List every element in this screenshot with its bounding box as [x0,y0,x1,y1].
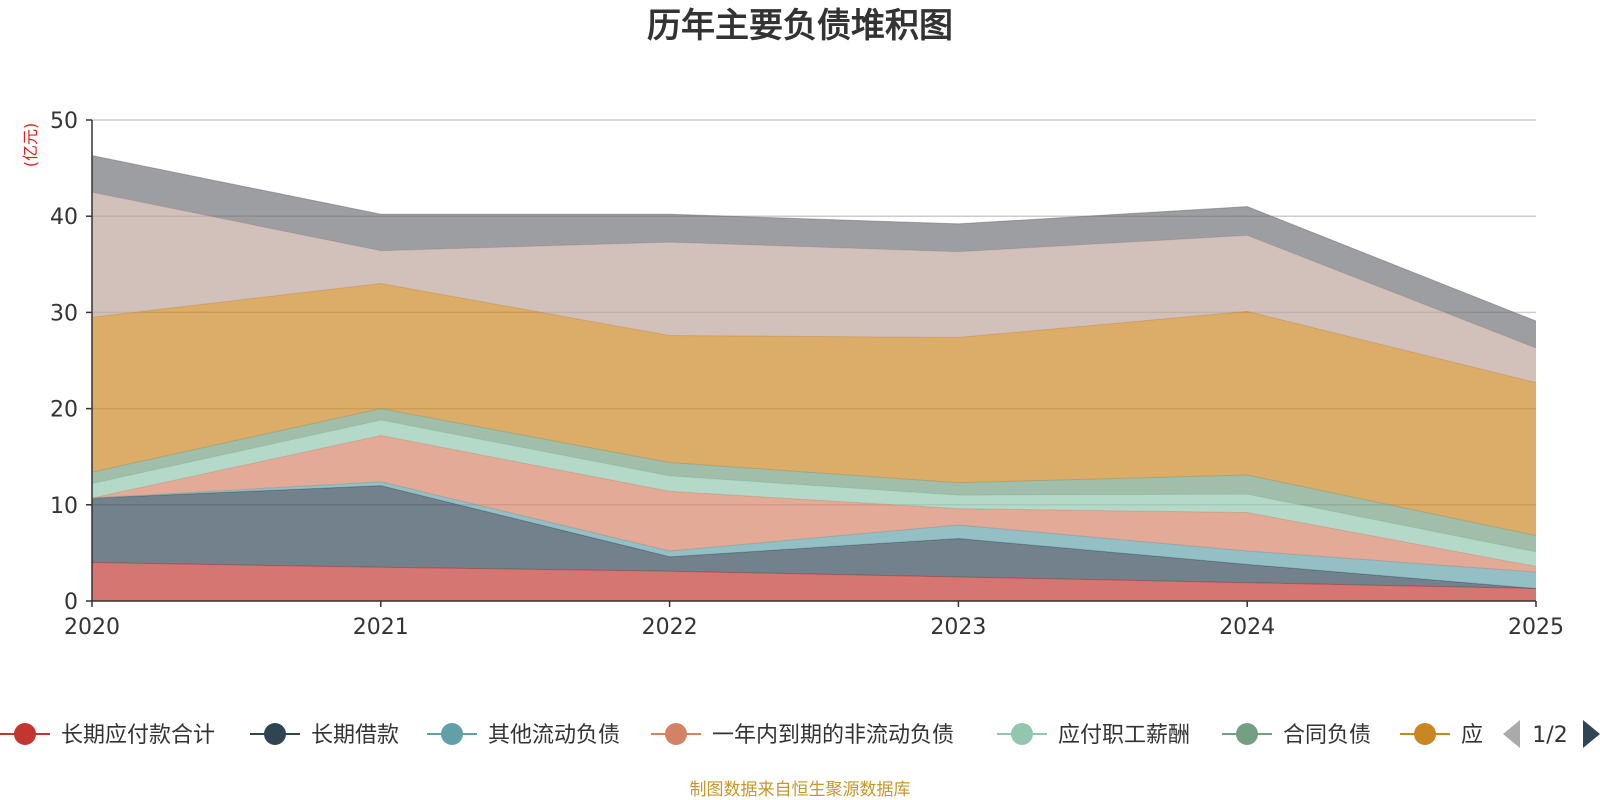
legend-page-indicator: 1/2 [1532,723,1567,748]
legend-next-page-icon[interactable] [1583,720,1600,748]
y-tick-label: 10 [50,494,78,519]
axes [91,120,1536,602]
x-tick-label: 2024 [1219,615,1275,640]
legend: 长期应付款合计 长期借款 其他流动负债 一年内到期的非流动负债 应付职工薪酬 合同负债 应 [0,723,1483,748]
legend-item[interactable]: 合同负债 [1222,723,1371,748]
legend-marker-icon [1414,723,1436,745]
legend-item-label: 应付职工薪酬 [1058,723,1190,748]
area-合同负债 [92,408,1536,552]
legend-item[interactable]: 其他流动负债 [427,723,620,748]
legend-marker-icon [264,723,286,745]
y-tick-label: 30 [50,301,78,326]
area-应付职工薪酬 [92,420,1536,567]
area-edge-其他负债 [91,155,1537,322]
legend-item[interactable]: 长期借款 [250,723,399,748]
legend-marker-icon [1236,723,1258,745]
x-tick-label: 2025 [1508,615,1564,640]
legend-item-label: 其他流动负债 [488,723,620,748]
x-axis-ticks: 2020 2021 2022 2023 2024 2025 [64,601,1564,640]
legend-prev-page-icon[interactable] [1503,720,1520,748]
y-tick-label: 50 [50,109,78,134]
legend-marker-icon [14,723,36,745]
y-tick-label: 40 [50,205,78,230]
x-tick-label: 2021 [353,615,409,640]
legend-marker-icon [1011,723,1033,745]
legend-item[interactable]: 应付职工薪酬 [997,723,1190,748]
area-长期应付款合计 [92,562,1536,601]
legend-marker-icon [441,723,463,745]
y-tick-label: 20 [50,398,78,423]
legend-item[interactable]: 应 [1400,723,1483,748]
y-axis-ticks: 0 10 20 30 40 50 [50,109,92,615]
legend-marker-icon [665,723,687,745]
legend-item-label: 长期应付款合计 [61,723,215,748]
legend-item-label: 一年内到期的非流动负债 [712,723,954,748]
legend-pager: 1/2 [1503,720,1600,748]
chart-title: 历年主要负债堆积图 [647,6,953,46]
legend-item-label: 合同负债 [1283,723,1371,748]
area-长期借款 [92,485,1536,589]
area-应付账款 [92,283,1536,536]
x-tick-label: 2023 [930,615,986,640]
legend-item[interactable]: 长期应付款合计 [0,723,215,748]
x-tick-label: 2022 [642,615,698,640]
y-tick-label: 0 [64,590,78,615]
area-一年内到期的非流动负债 [92,435,1536,573]
y-axis-unit-label: (亿元) [21,123,40,168]
legend-item-label: 长期借款 [311,723,399,748]
legend-item[interactable]: 一年内到期的非流动负债 [651,723,954,748]
x-tick-label: 2020 [64,615,120,640]
legend-item-label: 应 [1461,723,1483,748]
area-series-group [91,155,1537,601]
data-source-note: 制图数据来自恒生聚源数据库 [690,780,911,800]
